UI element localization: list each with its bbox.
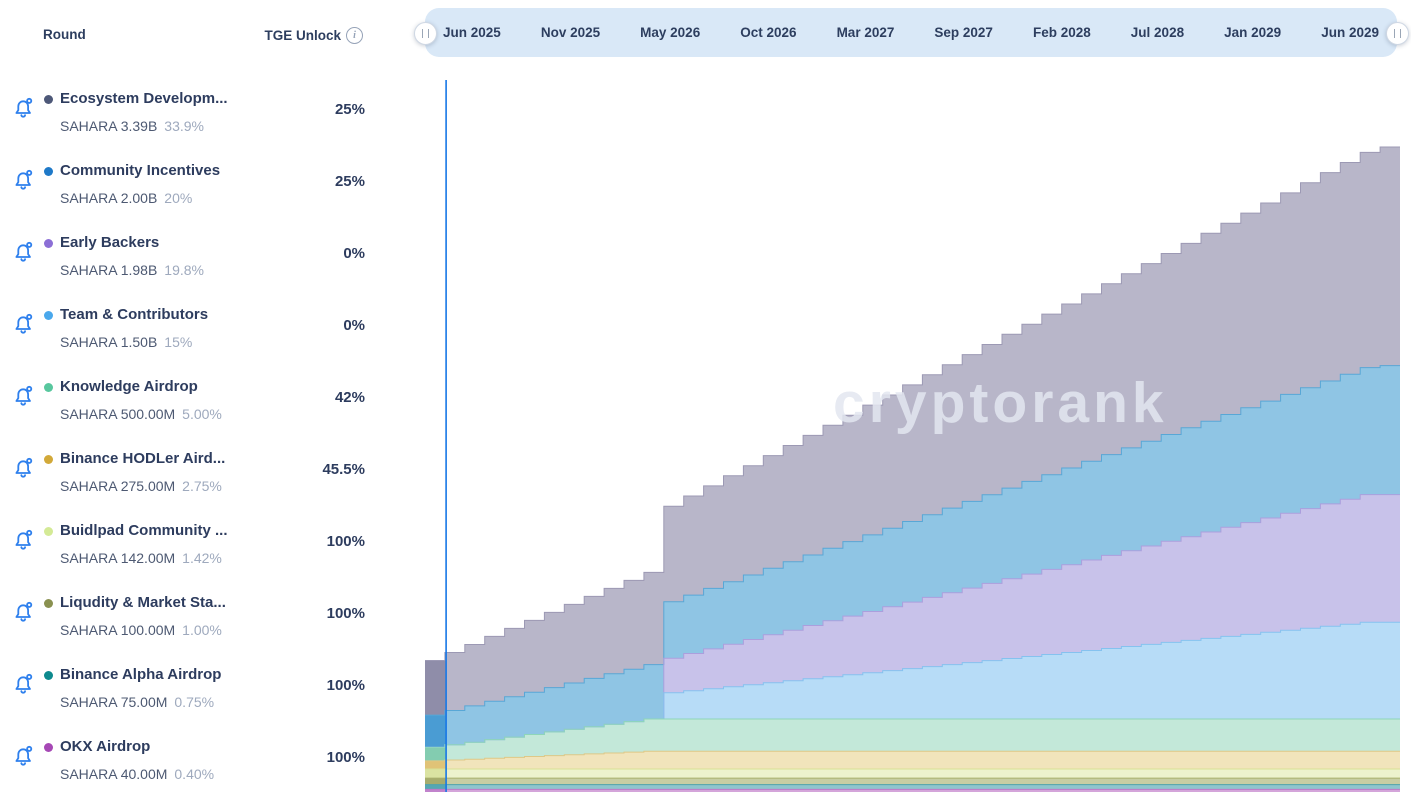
drag-grip-icon [1394,29,1401,38]
round-tge-unlock-value: 100% [326,605,365,622]
timeline-handle-left[interactable] [414,22,437,45]
drag-grip-icon [422,29,429,38]
round-tge-unlock-value: 45.5% [322,461,365,478]
notification-bell-icon[interactable] [11,672,35,696]
series-color-dot [44,743,53,752]
notification-bell-icon[interactable] [11,384,35,408]
notification-bell-icon[interactable] [11,240,35,264]
timeline-tick-label: Sep 2027 [934,25,993,40]
rounds-panel: Round TGE Unlock i Ecosystem Developm...… [0,0,425,807]
round-row[interactable]: Knowledge Airdrop SAHARA 500.00M 5.00% 42% [0,373,425,433]
round-supply-percent: 33.9% [164,118,204,134]
series-color-dot [44,95,53,104]
round-token-amount: SAHARA 500.00M 5.00% [60,406,222,422]
tge-unlock-column-header: TGE Unlock i [264,27,363,44]
series-color-dot [44,455,53,464]
round-name: Liqudity & Market Sta... [60,594,226,611]
round-name: Binance HODLer Aird... [60,450,226,467]
round-token-amount: SAHARA 3.39B 33.9% [60,118,204,134]
round-row[interactable]: Early Backers SAHARA 1.98B 19.8% 0% [0,229,425,289]
notification-bell-icon[interactable] [11,600,35,624]
notification-bell-icon[interactable] [11,312,35,336]
round-row[interactable]: Binance Alpha Airdrop SAHARA 75.00M 0.75% 1… [0,661,425,721]
round-tge-unlock-value: 100% [326,749,365,766]
timeline-tick-label: Feb 2028 [1032,25,1091,40]
unlock-chart-area: cryptorank [425,70,1411,807]
round-supply-percent: 0.40% [174,766,215,782]
round-token-amount: SAHARA 100.00M 1.00% [60,622,222,638]
timeline-tick-label: Jul 2028 [1130,25,1185,40]
round-name: Buidlpad Community ... [60,522,228,539]
round-token-amount: SAHARA 2.00B 20% [60,190,193,206]
timeline-handle-right[interactable] [1386,22,1409,45]
unlock-chart[interactable]: cryptorank [425,70,1411,807]
timeline-tick-label: Oct 2026 [740,25,797,40]
timeline-tick-label: Nov 2025 [540,25,601,40]
round-name: Ecosystem Developm... [60,90,228,107]
round-row[interactable]: Team & Contributors SAHARA 1.50B 15% 0% [0,301,425,361]
notification-bell-icon[interactable] [11,456,35,480]
round-tge-unlock-value: 25% [334,173,365,190]
round-token-amount: SAHARA 142.00M 1.42% [60,550,222,566]
round-row[interactable]: Binance HODLer Aird... SAHARA 275.00M 2.75… [0,445,425,505]
round-name: Early Backers [60,234,160,251]
timeline-slider[interactable]: Jun 2025 Nov 2025 May 2026 Oct 2026 Mar 2027… [425,8,1397,57]
series-edge-knowledge-airdrop [425,718,1400,748]
series-color-dot [44,527,53,536]
round-supply-percent: 1.42% [182,550,222,566]
round-supply-percent: 0.75% [174,694,215,710]
series-color-dot [44,167,53,176]
round-row[interactable]: Ecosystem Developm... SAHARA 3.39B 33.9% 25… [0,85,425,145]
round-supply-percent: 20% [164,190,193,206]
round-supply-percent: 2.75% [182,478,222,494]
timeline-tick-label: Jun 2029 [1321,25,1379,40]
round-name: OKX Airdrop [60,738,151,755]
round-tge-unlock-value: 0% [343,245,365,262]
round-name: Team & Contributors [60,306,209,323]
series-edge-ecosystem-development [425,146,1400,661]
round-tge-unlock-value: 0% [343,317,365,334]
cryptorank-watermark: cryptorank [833,371,1168,435]
round-token-amount: SAHARA 40.00M 0.40% [60,766,215,782]
notification-bell-icon[interactable] [11,168,35,192]
series-color-dot [44,599,53,608]
round-token-amount: SAHARA 275.00M 2.75% [60,478,222,494]
series-color-dot [44,239,53,248]
series-area-okx-airdrop [425,789,1400,792]
round-supply-percent: 19.8% [164,262,204,278]
past-unlocked-overlay [425,652,447,792]
notification-bell-icon[interactable] [11,96,35,120]
round-row[interactable]: Community Incentives SAHARA 2.00B 20% 25% [0,157,425,217]
round-name: Community Incentives [60,162,221,179]
timeline-tick-label: Jan 2029 [1224,25,1282,40]
info-icon[interactable]: i [346,27,363,44]
timeline-tick-label: Jun 2025 [443,25,501,40]
timeline-tick-label: Mar 2027 [836,25,895,40]
round-name: Knowledge Airdrop [60,378,198,395]
round-tge-unlock-value: 25% [334,101,365,118]
round-tge-unlock-value: 100% [326,677,365,694]
round-row[interactable]: OKX Airdrop SAHARA 40.00M 0.40% 100% [0,733,425,793]
round-token-amount: SAHARA 75.00M 0.75% [60,694,215,710]
round-name: Binance Alpha Airdrop [60,666,222,683]
round-token-amount: SAHARA 1.98B 19.8% [60,262,204,278]
timeline-tick-label: May 2026 [640,25,701,40]
round-row[interactable]: Liqudity & Market Sta... SAHARA 100.00M 1.… [0,589,425,649]
round-row[interactable]: Buidlpad Community ... SAHARA 142.00M 1.42… [0,517,425,577]
series-edge-binance-hodler-airdrop [425,750,1400,762]
series-color-dot [44,383,53,392]
round-tge-unlock-value: 100% [326,533,365,550]
round-token-amount: SAHARA 1.50B 15% [60,334,193,350]
round-supply-percent: 5.00% [182,406,222,422]
notification-bell-icon[interactable] [11,744,35,768]
round-supply-percent: 15% [164,334,193,350]
round-column-header: Round [43,27,86,42]
series-color-dot [44,311,53,320]
round-supply-percent: 1.00% [182,622,222,638]
series-edge-community-incentives [425,365,1400,716]
notification-bell-icon[interactable] [11,528,35,552]
series-color-dot [44,671,53,680]
round-tge-unlock-value: 42% [334,389,365,406]
